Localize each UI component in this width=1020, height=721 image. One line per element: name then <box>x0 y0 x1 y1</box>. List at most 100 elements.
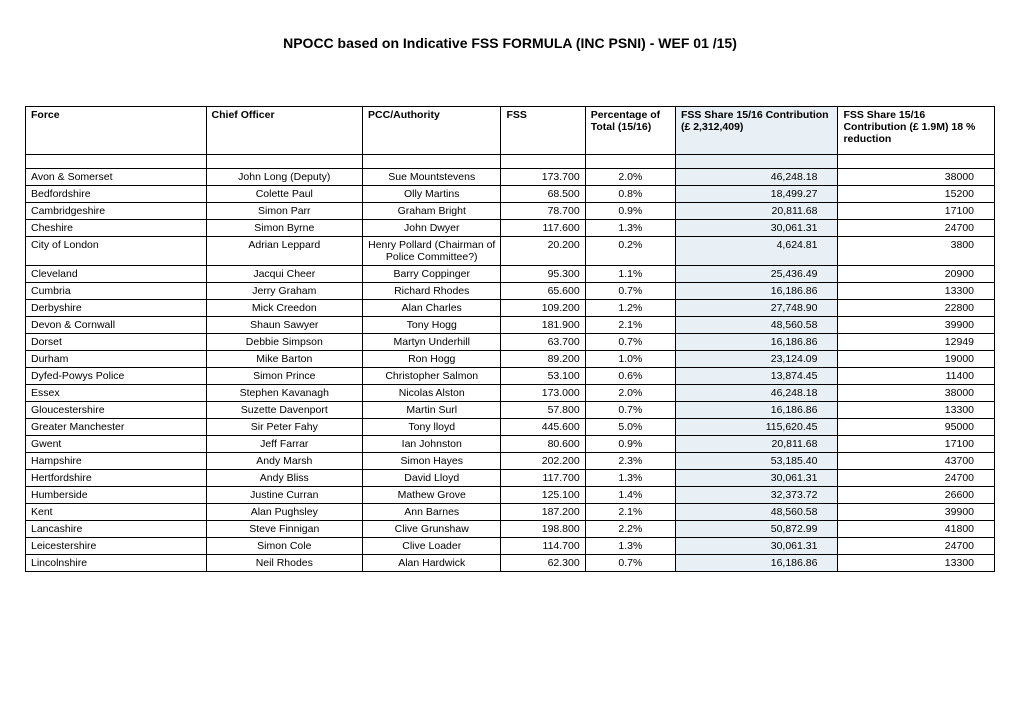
cell-share-2312409: 16,186.86 <box>675 555 838 572</box>
cell-share-2312409: 25,436.49 <box>675 266 838 283</box>
cell-share-2312409: 4,624.81 <box>675 237 838 266</box>
cell-share-2312409: 115,620.45 <box>675 419 838 436</box>
cell-force: Derbyshire <box>26 300 207 317</box>
cell-percentage: 2.2% <box>585 521 675 538</box>
cell-chief-officer: Mick Creedon <box>206 300 362 317</box>
cell-share-2312409: 27,748.90 <box>675 300 838 317</box>
cell-chief-officer: Andy Marsh <box>206 453 362 470</box>
header-chief-officer: Chief Officer <box>206 107 362 155</box>
cell-share-2312409: 30,061.31 <box>675 220 838 237</box>
cell-share-19m: 15200 <box>838 186 995 203</box>
cell-pcc-authority: Mathew Grove <box>363 487 501 504</box>
cell-pcc-authority: Martyn Underhill <box>363 334 501 351</box>
header-row: Force Chief Officer PCC/Authority FSS Pe… <box>26 107 995 155</box>
cell-chief-officer: Suzette Davenport <box>206 402 362 419</box>
cell-percentage: 0.9% <box>585 203 675 220</box>
cell-force: Greater Manchester <box>26 419 207 436</box>
cell-share-19m: 24700 <box>838 538 995 555</box>
cell-fss: 109.200 <box>501 300 585 317</box>
cell-percentage: 0.7% <box>585 402 675 419</box>
cell-share-2312409: 32,373.72 <box>675 487 838 504</box>
cell-fss: 53.100 <box>501 368 585 385</box>
cell-force: Dorset <box>26 334 207 351</box>
cell-share-2312409: 16,186.86 <box>675 283 838 300</box>
table-row: LeicestershireSimon ColeClive Loader114.… <box>26 538 995 555</box>
cell-chief-officer: Simon Prince <box>206 368 362 385</box>
cell-share-19m: 39900 <box>838 317 995 334</box>
table-row: HertfordshireAndy BlissDavid Lloyd117.70… <box>26 470 995 487</box>
cell-pcc-authority: Clive Loader <box>363 538 501 555</box>
cell-share-2312409: 53,185.40 <box>675 453 838 470</box>
table-row: GloucestershireSuzette DavenportMartin S… <box>26 402 995 419</box>
cell-fss: 114.700 <box>501 538 585 555</box>
cell-force: Gloucestershire <box>26 402 207 419</box>
table-head: Force Chief Officer PCC/Authority FSS Pe… <box>26 107 995 155</box>
cell-fss: 125.100 <box>501 487 585 504</box>
table-row: Greater ManchesterSir Peter FahyTony llo… <box>26 419 995 436</box>
header-fss: FSS <box>501 107 585 155</box>
cell-share-2312409: 46,248.18 <box>675 169 838 186</box>
blank-row <box>26 155 995 169</box>
table-row: LancashireSteve FinniganClive Grunshaw19… <box>26 521 995 538</box>
cell-pcc-authority: Graham Bright <box>363 203 501 220</box>
cell-fss: 173.000 <box>501 385 585 402</box>
cell-chief-officer: Jeff Farrar <box>206 436 362 453</box>
cell-force: Lincolnshire <box>26 555 207 572</box>
header-share-2312409: FSS Share 15/16 Contribution (£ 2,312,40… <box>675 107 838 155</box>
cell-fss: 95.300 <box>501 266 585 283</box>
cell-chief-officer: Jacqui Cheer <box>206 266 362 283</box>
cell-fss: 181.900 <box>501 317 585 334</box>
cell-percentage: 1.4% <box>585 487 675 504</box>
cell-force: Humberside <box>26 487 207 504</box>
cell-fss: 117.700 <box>501 470 585 487</box>
cell-percentage: 0.6% <box>585 368 675 385</box>
table-row: CumbriaJerry GrahamRichard Rhodes65.6000… <box>26 283 995 300</box>
cell-chief-officer: Andy Bliss <box>206 470 362 487</box>
cell-pcc-authority: Tony lloyd <box>363 419 501 436</box>
cell-percentage: 5.0% <box>585 419 675 436</box>
cell-share-2312409: 16,186.86 <box>675 402 838 419</box>
cell-pcc-authority: Alan Hardwick <box>363 555 501 572</box>
table-row: City of LondonAdrian LeppardHenry Pollar… <box>26 237 995 266</box>
table-row: EssexStephen KavanaghNicolas Alston173.0… <box>26 385 995 402</box>
cell-chief-officer: Simon Byrne <box>206 220 362 237</box>
table-row: BedfordshireColette PaulOlly Martins68.5… <box>26 186 995 203</box>
cell-fss: 68.500 <box>501 186 585 203</box>
cell-pcc-authority: Clive Grunshaw <box>363 521 501 538</box>
cell-percentage: 1.3% <box>585 220 675 237</box>
cell-fss: 63.700 <box>501 334 585 351</box>
page: NPOCC based on Indicative FSS FORMULA (I… <box>0 0 1020 572</box>
cell-pcc-authority: Ron Hogg <box>363 351 501 368</box>
cell-share-19m: 39900 <box>838 504 995 521</box>
header-share-19m: FSS Share 15/16 Contribution (£ 1.9M) 18… <box>838 107 995 155</box>
cell-fss: 187.200 <box>501 504 585 521</box>
cell-pcc-authority: Sue Mountstevens <box>363 169 501 186</box>
cell-percentage: 1.2% <box>585 300 675 317</box>
cell-share-2312409: 30,061.31 <box>675 538 838 555</box>
cell-force: Durham <box>26 351 207 368</box>
cell-share-2312409: 20,811.68 <box>675 203 838 220</box>
cell-share-2312409: 46,248.18 <box>675 385 838 402</box>
table-row: CambridgeshireSimon ParrGraham Bright78.… <box>26 203 995 220</box>
cell-share-19m: 3800 <box>838 237 995 266</box>
cell-fss: 78.700 <box>501 203 585 220</box>
cell-force: Cleveland <box>26 266 207 283</box>
cell-share-19m: 24700 <box>838 470 995 487</box>
cell-percentage: 1.1% <box>585 266 675 283</box>
cell-fss: 89.200 <box>501 351 585 368</box>
cell-force: Devon & Cornwall <box>26 317 207 334</box>
cell-chief-officer: Justine Curran <box>206 487 362 504</box>
cell-force: Dyfed-Powys Police <box>26 368 207 385</box>
cell-fss: 20.200 <box>501 237 585 266</box>
cell-share-2312409: 50,872.99 <box>675 521 838 538</box>
cell-fss: 57.800 <box>501 402 585 419</box>
cell-share-19m: 17100 <box>838 436 995 453</box>
cell-percentage: 0.7% <box>585 283 675 300</box>
cell-pcc-authority: David Lloyd <box>363 470 501 487</box>
cell-force: City of London <box>26 237 207 266</box>
cell-share-19m: 22800 <box>838 300 995 317</box>
cell-chief-officer: Debbie Simpson <box>206 334 362 351</box>
cell-share-19m: 43700 <box>838 453 995 470</box>
cell-force: Cambridgeshire <box>26 203 207 220</box>
header-pcc-authority: PCC/Authority <box>363 107 501 155</box>
